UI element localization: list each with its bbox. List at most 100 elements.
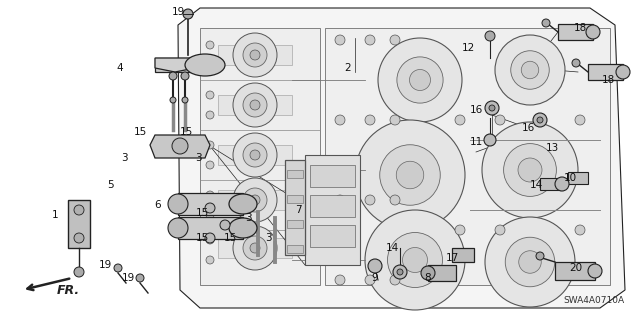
Circle shape (537, 117, 543, 123)
Polygon shape (325, 28, 610, 285)
Text: 18: 18 (602, 75, 614, 85)
Bar (218, 190, 292, 210)
Bar (310, 165, 355, 187)
Polygon shape (150, 135, 210, 158)
Circle shape (396, 161, 424, 189)
Bar (218, 95, 292, 115)
Circle shape (243, 93, 267, 117)
Circle shape (390, 35, 400, 45)
Bar (285, 160, 305, 255)
Circle shape (233, 33, 277, 77)
Circle shape (403, 248, 428, 272)
Text: 15: 15 (133, 127, 147, 137)
Circle shape (484, 134, 496, 146)
Circle shape (205, 203, 215, 213)
Text: 15: 15 (223, 233, 237, 243)
Circle shape (365, 35, 375, 45)
Bar (588, 64, 623, 80)
Text: 13: 13 (545, 143, 559, 153)
Circle shape (365, 275, 375, 285)
Bar (555, 262, 595, 280)
Circle shape (378, 38, 462, 122)
Text: 1: 1 (52, 210, 58, 220)
Text: FR.: FR. (56, 284, 79, 296)
Text: 2: 2 (345, 63, 351, 73)
Circle shape (586, 25, 600, 39)
Text: SWA4A0710A: SWA4A0710A (564, 296, 625, 305)
Circle shape (74, 267, 84, 277)
Text: 3: 3 (265, 233, 271, 243)
Circle shape (489, 105, 495, 111)
Circle shape (206, 91, 214, 99)
Circle shape (495, 225, 505, 235)
Circle shape (206, 161, 214, 169)
Circle shape (233, 178, 277, 222)
Circle shape (485, 31, 495, 41)
Circle shape (536, 252, 544, 260)
Text: 15: 15 (179, 127, 193, 137)
Circle shape (335, 115, 345, 125)
Circle shape (206, 191, 214, 199)
Circle shape (393, 265, 407, 279)
Polygon shape (178, 8, 625, 308)
Circle shape (482, 122, 578, 218)
Circle shape (421, 266, 435, 280)
Circle shape (533, 113, 547, 127)
Text: 11: 11 (469, 137, 483, 147)
Text: 3: 3 (195, 153, 202, 163)
Circle shape (250, 100, 260, 110)
Circle shape (206, 61, 214, 69)
Circle shape (485, 217, 575, 307)
Circle shape (390, 195, 400, 205)
Circle shape (206, 211, 214, 219)
Circle shape (206, 141, 214, 149)
Bar (178, 217, 243, 239)
Circle shape (136, 274, 144, 282)
Bar (287, 195, 303, 203)
Circle shape (220, 220, 230, 230)
Circle shape (233, 83, 277, 127)
Circle shape (233, 226, 277, 270)
Text: 14: 14 (529, 180, 543, 190)
Text: 5: 5 (107, 180, 113, 190)
Circle shape (521, 61, 539, 79)
Circle shape (243, 236, 267, 260)
Bar (218, 45, 292, 65)
Circle shape (170, 97, 176, 103)
Text: 17: 17 (445, 253, 459, 263)
Bar (305, 155, 360, 265)
Circle shape (250, 195, 260, 205)
Bar (568, 172, 588, 184)
Circle shape (511, 51, 549, 89)
Text: 3: 3 (121, 153, 127, 163)
Circle shape (485, 101, 499, 115)
Circle shape (250, 150, 260, 160)
Polygon shape (155, 58, 195, 72)
Bar (218, 238, 292, 258)
Circle shape (243, 188, 267, 212)
Circle shape (387, 233, 442, 287)
Circle shape (335, 275, 345, 285)
Text: 20: 20 (570, 263, 582, 273)
Circle shape (183, 9, 193, 19)
Bar (558, 24, 593, 40)
Circle shape (168, 194, 188, 214)
Circle shape (206, 256, 214, 264)
Circle shape (206, 236, 214, 244)
Circle shape (575, 225, 585, 235)
Circle shape (233, 133, 277, 177)
Circle shape (495, 35, 565, 105)
Bar (287, 170, 303, 178)
Circle shape (505, 237, 555, 287)
Circle shape (168, 218, 188, 238)
Circle shape (572, 59, 580, 67)
Circle shape (555, 177, 569, 191)
Bar (178, 193, 243, 215)
Circle shape (243, 43, 267, 67)
Circle shape (616, 65, 630, 79)
Text: 3: 3 (244, 213, 252, 223)
Circle shape (169, 72, 177, 80)
Ellipse shape (229, 194, 257, 214)
Text: 16: 16 (522, 123, 534, 133)
Circle shape (397, 57, 443, 103)
